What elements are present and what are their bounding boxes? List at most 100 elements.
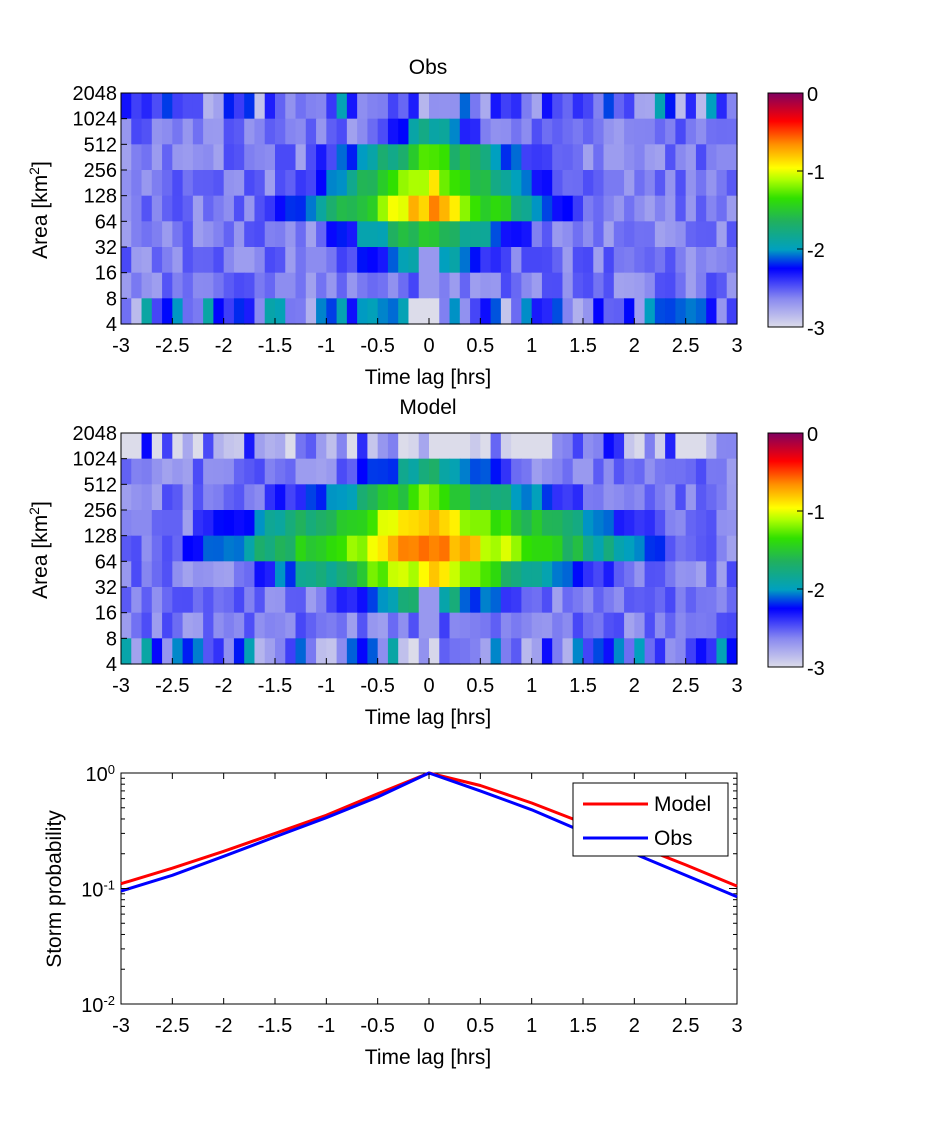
heatmap-cell [357, 272, 368, 299]
heatmap-cell [172, 638, 184, 665]
heatmap-cell [624, 144, 635, 171]
storm-probability-panel: -3 -2.5 -2 -1.5 -1 -0.5 0 0.5 1 1.5 2 2.5 3 10-2 10-1… [43, 762, 743, 1070]
heatmap-cell [521, 510, 533, 537]
heatmap-cell [665, 144, 676, 171]
heatmap-cell [264, 118, 276, 145]
heatmap-cell [295, 535, 307, 562]
heatmap-cell [131, 118, 143, 145]
y-tick-label: 128 [84, 186, 117, 208]
heatmap-cell [511, 221, 522, 248]
heatmap-cell [141, 170, 153, 197]
heatmap-cell [685, 587, 697, 614]
heatmap-cell [275, 298, 286, 325]
heatmap-cell [275, 561, 286, 588]
heatmap-cell [603, 144, 615, 171]
heatmap-cell [192, 638, 204, 665]
heatmap-cell [675, 118, 687, 145]
heatmap-cell [552, 612, 564, 639]
heatmap-cell [141, 458, 153, 485]
x-tick-label: -1.5 [258, 1015, 292, 1037]
heatmap-cell [326, 587, 338, 614]
heatmap-cell [470, 221, 481, 248]
heatmap-cell [172, 535, 184, 562]
model-heatmap-panel: Model -3 -2.5 -2 -1.5 -1 -0.5 0 0.5 1 1.5 2 2.5 3 4 8… [26, 396, 825, 729]
heatmap-cell [254, 247, 266, 274]
heatmap-cell [326, 612, 338, 639]
heatmap-cell [203, 587, 214, 614]
heatmap-cell [131, 458, 143, 485]
heatmap-cell [223, 144, 235, 171]
heatmap-cell [203, 612, 214, 639]
heatmap-cell [121, 93, 132, 120]
x-tick-label: 0 [423, 1015, 434, 1037]
heatmap-cell [685, 458, 697, 485]
heatmap-cell [326, 118, 338, 145]
heatmap-cell [695, 484, 707, 511]
heatmap-cell [665, 458, 676, 485]
heatmap-cell [685, 195, 697, 222]
heatmap-cell [500, 612, 512, 639]
heatmap-cell [162, 587, 173, 614]
heatmap-cell [141, 272, 153, 299]
heatmap-cell [213, 638, 225, 665]
heatmap-cell [583, 144, 594, 171]
heatmap-cell [316, 93, 327, 120]
heatmap-cell [572, 612, 584, 639]
heatmap-cell [305, 93, 317, 120]
heatmap-cell [572, 458, 584, 485]
heatmap-cell [326, 433, 338, 460]
heatmap-cell [233, 612, 245, 639]
heatmap-cell [264, 272, 276, 299]
heatmap-cell [346, 510, 358, 537]
heatmap-cell [531, 221, 543, 248]
heatmap-cell [203, 458, 214, 485]
heatmap-cell [346, 638, 358, 665]
line-y-ticks: 10-2 10-1 100 [81, 762, 737, 1017]
heatmap-cell [500, 433, 512, 460]
heatmap-cell [244, 118, 256, 145]
heatmap-cell [295, 484, 307, 511]
heatmap-cell [439, 118, 451, 145]
colorbar-tick-label: -3 [807, 658, 825, 680]
heatmap-cell [552, 93, 564, 120]
heatmap-cell [346, 587, 358, 614]
heatmap-cell [726, 535, 738, 562]
heatmap-cell [541, 298, 553, 325]
heatmap-cell [182, 93, 194, 120]
heatmap-cell [603, 510, 615, 537]
heatmap-cell [357, 118, 368, 145]
heatmap-cell [459, 272, 471, 299]
heatmap-cell [552, 272, 564, 299]
heatmap-cell [244, 93, 256, 120]
heatmap-cell [264, 93, 276, 120]
heatmap-cell [613, 433, 625, 460]
heatmap-cell [695, 535, 707, 562]
heatmap-cell [295, 93, 307, 120]
heatmap-cell [367, 612, 379, 639]
heatmap-cell [449, 118, 461, 145]
heatmap-cell [572, 298, 584, 325]
heatmap-cell [634, 433, 646, 460]
x-tick-label: 2 [629, 675, 640, 697]
heatmap-cell [613, 118, 625, 145]
heatmap-cell [634, 221, 646, 248]
heatmap-cell [264, 587, 276, 614]
heatmap-cell [316, 118, 327, 145]
heatmap-cell [541, 93, 553, 120]
heatmap-cell [182, 195, 194, 222]
heatmap-cell [490, 535, 502, 562]
heatmap-cell [316, 195, 327, 222]
heatmap-cell [305, 144, 317, 171]
heatmap-cell [244, 144, 256, 171]
heatmap-cell [387, 221, 399, 248]
heatmap-cell [141, 612, 153, 639]
heatmap-cell [459, 247, 471, 274]
heatmap-cell [398, 587, 410, 614]
heatmap-cell [285, 638, 297, 665]
x-tick-label: -2.5 [155, 335, 189, 357]
heatmap-cell [449, 458, 461, 485]
heatmap-cell [726, 638, 738, 665]
heatmap-cell [449, 195, 461, 222]
heatmap-cell [398, 561, 410, 588]
heatmap-cell [685, 170, 697, 197]
